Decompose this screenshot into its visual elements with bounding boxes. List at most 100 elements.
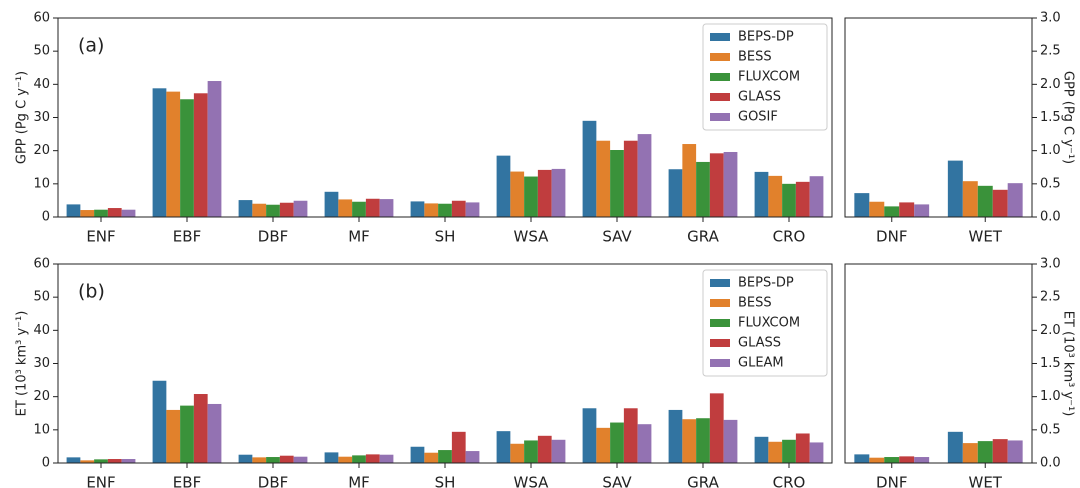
bar [424, 452, 439, 463]
bar [637, 134, 652, 217]
y-tick-label: 0.0 [1040, 210, 1061, 225]
legend-swatch [710, 53, 730, 61]
bar [152, 380, 167, 463]
x-tick-label: WSA [514, 228, 550, 246]
x-tick-label: WSA [514, 474, 550, 488]
panel-label: (a) [78, 35, 104, 57]
x-tick-label: DNF [876, 228, 907, 246]
bar [252, 203, 267, 217]
bar [338, 456, 353, 463]
bar [352, 455, 366, 463]
bar [854, 454, 870, 463]
legend-label: GLEAM [738, 356, 784, 371]
bar [465, 202, 480, 217]
bar [623, 408, 638, 463]
legend-swatch [710, 279, 730, 287]
y-tick-label: 60 [33, 11, 50, 26]
bar [252, 457, 267, 463]
y-tick-label: 0.5 [1040, 176, 1061, 191]
bar [207, 403, 222, 463]
bar [610, 150, 624, 217]
bar [709, 153, 724, 217]
bar [451, 431, 466, 463]
axes-frame [844, 17, 1033, 218]
bar [410, 446, 425, 463]
legend-label: FLUXCOM [738, 70, 800, 85]
bar [379, 199, 394, 217]
y-tick-label: 3.0 [1040, 11, 1061, 26]
panel-label: (b) [78, 281, 105, 303]
bar [166, 91, 181, 217]
y-axis-label: GPP (Pg C y⁻¹) [1061, 71, 1076, 164]
axes-frame [57, 263, 833, 464]
bar [682, 144, 697, 217]
bar [977, 441, 993, 463]
y-tick-label: 20 [33, 389, 50, 404]
legend-label: BEPS-DP [738, 276, 794, 291]
bar [121, 209, 136, 217]
bar [668, 409, 683, 463]
x-tick-label: DBF [258, 474, 288, 488]
y-tick-label: 1.0 [1040, 143, 1061, 158]
bar [551, 168, 566, 217]
bar [596, 427, 611, 463]
legend-label: GLASS [738, 336, 781, 351]
x-tick-label: SAV [602, 228, 632, 246]
y-tick-label: 50 [33, 290, 50, 305]
y-tick-label: 1.5 [1040, 110, 1061, 125]
legend-label: BESS [738, 296, 772, 311]
bar [668, 169, 683, 217]
x-tick-label: DBF [258, 228, 288, 246]
y-tick-label: 2.5 [1040, 44, 1061, 59]
bar [899, 456, 915, 463]
bar [537, 169, 552, 217]
bar [279, 202, 294, 217]
legend-label: BEPS-DP [738, 30, 794, 45]
bar [723, 419, 738, 463]
bar [809, 176, 824, 217]
bar [66, 457, 81, 463]
bar [80, 460, 95, 463]
bar [782, 439, 796, 463]
bar [537, 435, 552, 463]
bar [884, 206, 900, 217]
y-tick-label: 3.0 [1040, 257, 1061, 272]
bar [266, 204, 280, 217]
y-axis-label: ET (10³ km³ y⁻¹) [15, 311, 30, 417]
x-tick-label: CRO [773, 474, 806, 488]
bar [610, 422, 624, 463]
bar [424, 203, 439, 217]
legend-label: GOSIF [738, 110, 778, 125]
y-tick-label: 10 [33, 422, 50, 437]
legend-swatch [710, 299, 730, 307]
y-tick-label: 2.0 [1040, 77, 1061, 92]
bar [510, 443, 525, 463]
bar [324, 191, 339, 217]
bar [207, 81, 222, 218]
bar [723, 151, 738, 217]
bar [438, 450, 452, 463]
bar [754, 436, 769, 463]
x-tick-label: EBF [173, 474, 201, 488]
bar [596, 140, 611, 217]
y-tick-label: 1.5 [1040, 356, 1061, 371]
bar [1007, 183, 1023, 217]
bar [551, 439, 566, 463]
bar [962, 181, 978, 217]
bar [107, 208, 122, 217]
legend-label: FLUXCOM [738, 316, 800, 331]
bar [180, 405, 194, 463]
bar [582, 408, 597, 463]
bar [992, 439, 1008, 463]
bar [899, 202, 915, 217]
axes-frame [844, 263, 1033, 464]
bar [193, 93, 208, 217]
bar [992, 189, 1008, 217]
bar [977, 185, 993, 217]
x-tick-label: WET [969, 228, 1003, 246]
y-axis-label: ET (10³ km³ y⁻¹) [1061, 311, 1076, 417]
bar [279, 455, 294, 463]
bar [324, 452, 339, 463]
y-tick-label: 20 [33, 143, 50, 158]
legend-swatch [710, 33, 730, 41]
